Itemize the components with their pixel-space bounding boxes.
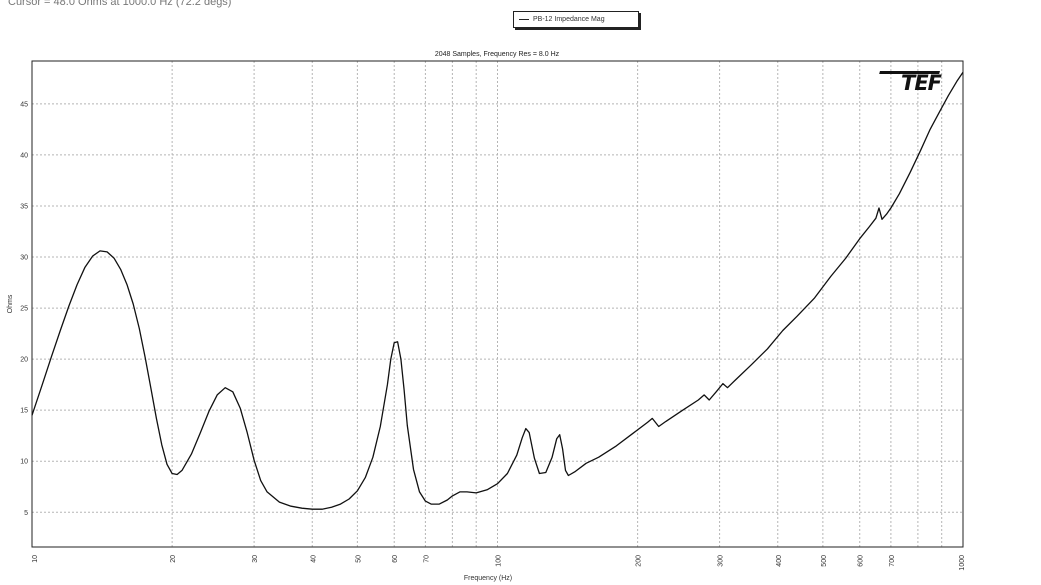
x-tick-label: 100 <box>496 555 503 567</box>
x-axis-label: Frequency (Hz) <box>464 575 512 582</box>
y-tick-label: 10 <box>20 459 28 466</box>
x-tick-label: 200 <box>636 555 643 567</box>
tef-logo: TEF <box>879 71 944 95</box>
y-tick-label: 25 <box>20 306 28 313</box>
x-tick-label: 50 <box>355 555 362 563</box>
x-tick-label: 600 <box>858 555 865 567</box>
y-tick-label: 45 <box>20 101 28 108</box>
x-tick-label: 10 <box>32 555 39 563</box>
y-tick-label: 30 <box>20 255 28 262</box>
x-tick-label: 20 <box>170 555 177 563</box>
x-tick-label: 30 <box>252 555 259 563</box>
x-tick-label: 300 <box>718 555 725 567</box>
logo-bar <box>879 71 940 74</box>
grid-layer <box>32 61 963 547</box>
chart-title: 2048 Samples, Frequency Res = 8.0 Hz <box>435 51 560 58</box>
y-tick-label: 5 <box>24 510 28 517</box>
y-tick-label: 40 <box>20 152 28 159</box>
trace-layer <box>31 71 964 510</box>
legend-swatch <box>519 18 529 20</box>
legend-label: PB-12 Impedance Mag <box>533 16 605 23</box>
x-tick-label: 1000 <box>959 555 966 571</box>
y-tick-label: 20 <box>20 357 28 364</box>
impedance-trace <box>31 71 964 510</box>
cursor-readout: Cursor = 48.0 Ohms at 1000.0 Hz (72.2 de… <box>8 0 232 8</box>
y-axis-label: Ohms <box>7 294 14 313</box>
x-tick-label: 500 <box>821 555 828 567</box>
tick-layer: 10 20 30 40 50 60 70 100 200 300 400 500 600 700 1000 5… <box>20 101 966 570</box>
y-tick-label: 35 <box>20 203 28 210</box>
x-tick-label: 60 <box>392 555 399 563</box>
plot-frame <box>31 60 964 548</box>
y-tick-label: 15 <box>20 408 28 415</box>
x-tick-label: 400 <box>776 555 783 567</box>
tef-logo-text: TEF <box>901 71 943 95</box>
x-tick-label: 70 <box>423 555 430 563</box>
x-tick-label: 40 <box>310 555 317 563</box>
x-tick-label: 700 <box>889 555 896 567</box>
chart-legend: PB-12 Impedance Mag <box>513 11 639 28</box>
